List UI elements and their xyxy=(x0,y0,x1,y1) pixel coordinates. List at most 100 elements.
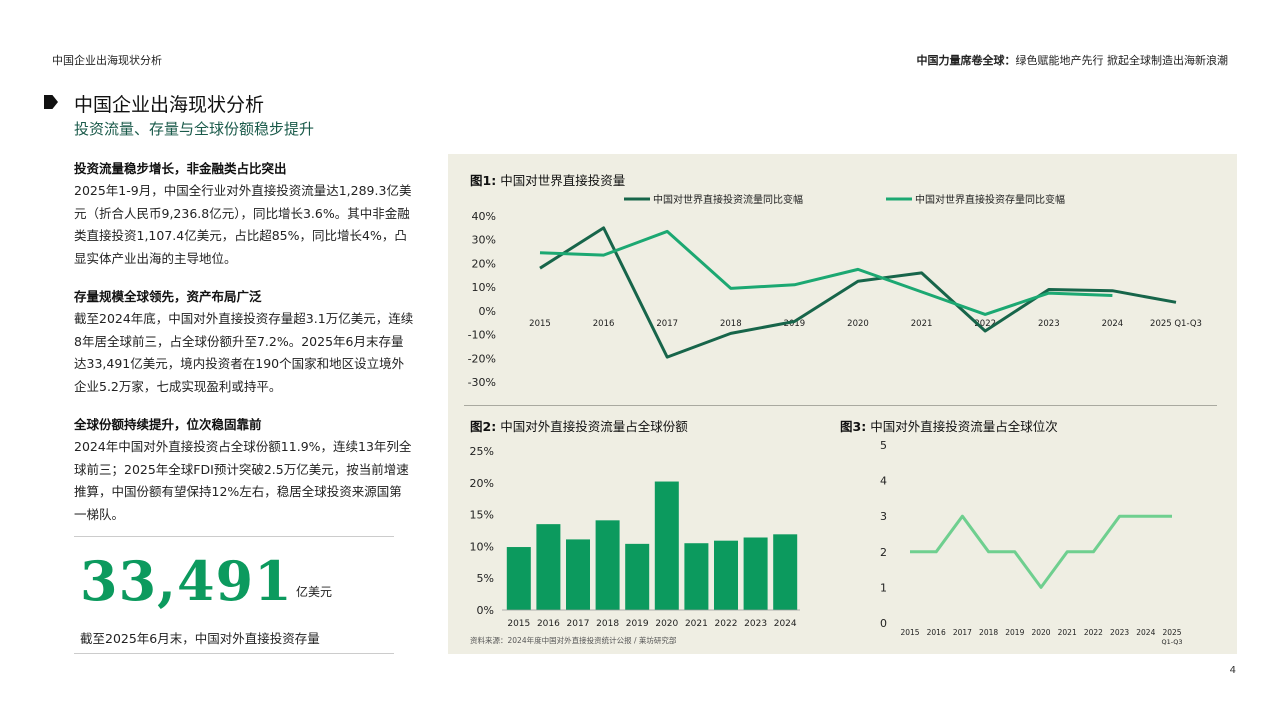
source-note: 资料来源：2024年度中国对外直接投资统计公报 / 莱坊研究部 xyxy=(470,636,677,645)
fig3-y-tick: 5 xyxy=(880,439,887,452)
fig3-y-tick: 4 xyxy=(880,475,887,488)
fig3-x-tick-sub: Q1-Q3 xyxy=(1161,638,1182,646)
fig3-x-tick: 2019 xyxy=(1005,628,1024,637)
fig1-y-tick: 20% xyxy=(472,257,496,270)
fig2-bar xyxy=(654,481,679,610)
fig2-bar xyxy=(536,524,561,610)
fig2-x-tick: 2021 xyxy=(685,619,708,629)
fig2-x-tick: 2020 xyxy=(655,619,678,629)
fig2-y-tick: 15% xyxy=(470,509,494,522)
section-heading: 全球份额持续提升，位次稳固靠前 xyxy=(74,417,262,432)
fig1-title-text: 中国对世界直接投资量 xyxy=(500,173,626,188)
highlight-stat: 33,491 亿美元 截至2025年6月末，中国对外直接投资存量 xyxy=(74,536,394,654)
fig2-title-text: 中国对外直接投资流量占全球份额 xyxy=(500,419,688,434)
fig1-legend-label: 中国对世界直接投资存量同比变幅 xyxy=(915,193,1065,206)
header-section-label: 中国企业出海现状分析 xyxy=(52,54,162,67)
section-body: 截至2024年底，中国对外直接投资存量超3.1万亿美元，连续8年居全球前三，占全… xyxy=(74,311,414,394)
fig3-x-tick: 2024 xyxy=(1136,628,1155,637)
section-body: 2024年中国对外直接投资占全球份额11.9%，连续13年列全球前三；2025年… xyxy=(74,439,412,522)
fig2-bar xyxy=(743,537,768,610)
fig2-bar xyxy=(566,539,590,610)
fig2-x-tick: 2016 xyxy=(537,619,560,629)
fig2-y-tick: 10% xyxy=(470,540,494,553)
fig1-title: 图1: 中国对世界直接投资量 xyxy=(470,170,625,189)
header-report-title-rest: 绿色赋能地产先行 掀起全球制造出海新浪潮 xyxy=(1015,54,1229,67)
fig3-x-tick: 2022 xyxy=(1084,628,1103,637)
fig2-x-tick: 2019 xyxy=(626,619,649,629)
fig1-x-tick: 2017 xyxy=(656,319,678,329)
page-number: 4 xyxy=(1229,665,1236,676)
fig1-x-tick: 2022 xyxy=(974,319,996,329)
fig1-y-tick: 0% xyxy=(479,305,496,318)
text-column: 投资流量稳步增长，非金融类占比突出 2025年1-9月，中国全行业对外直接投资流… xyxy=(74,158,414,542)
fig1-y-tick: 10% xyxy=(472,281,496,294)
fig2-bar xyxy=(684,543,709,610)
fig2-bar xyxy=(714,540,738,610)
fig3-y-tick: 0 xyxy=(880,617,887,630)
fig3-title: 图3: 中国对外直接投资流量占全球位次 xyxy=(840,416,1058,435)
fig3-x-tick: 2018 xyxy=(979,628,998,637)
fig3-x-tick: 2015 xyxy=(900,628,919,637)
fig1-series-line-2 xyxy=(539,229,1113,316)
title-marker-icon xyxy=(44,95,58,109)
fig1-series-line-1 xyxy=(539,226,1177,359)
fig2-x-tick: 2023 xyxy=(744,619,767,629)
fig3-x-tick: 2016 xyxy=(927,628,946,637)
fig1-x-tick: 2025 Q1-Q3 xyxy=(1150,319,1202,329)
fig2-x-tick: 2015 xyxy=(507,619,530,629)
section-investment-stock: 存量规模全球领先，资产布局广泛 截至2024年底，中国对外直接投资存量超3.1万… xyxy=(74,286,414,398)
page-title: 中国企业出海现状分析 xyxy=(74,94,265,116)
section-heading: 投资流量稳步增长，非金融类占比突出 xyxy=(74,161,287,176)
fig2-bar xyxy=(506,547,531,610)
fig3-y-tick: 2 xyxy=(880,546,887,559)
fig2-bar xyxy=(625,543,650,610)
fig1-y-tick: -20% xyxy=(468,352,496,365)
fig3-title-text: 中国对外直接投资流量占全球位次 xyxy=(870,419,1058,434)
fig3-x-tick: 2017 xyxy=(953,628,972,637)
fig3-x-tick: 2020 xyxy=(1031,628,1050,637)
fig2-title: 图2: 中国对外直接投资流量占全球份额 xyxy=(470,416,688,435)
fig2-y-tick: 20% xyxy=(470,477,494,490)
section-body: 2025年1-9月，中国全行业对外直接投资流量达1,289.3亿美元（折合人民币… xyxy=(74,183,412,266)
fig2-y-tick: 5% xyxy=(477,572,494,585)
fig2-x-tick: 2017 xyxy=(567,619,590,629)
fig1-label: 图1: xyxy=(470,173,497,188)
fig1-y-tick: 30% xyxy=(472,234,496,247)
header-report-title: 中国力量席卷全球：绿色赋能地产先行 掀起全球制造出海新浪潮 xyxy=(917,52,1229,68)
fig1-x-tick: 2020 xyxy=(847,319,869,329)
fig1-y-tick: -10% xyxy=(468,329,496,342)
fig1-x-tick: 2018 xyxy=(720,319,742,329)
fig1-x-tick: 2024 xyxy=(1102,319,1124,329)
fig3-label: 图3: xyxy=(840,419,867,434)
fig1-x-tick: 2019 xyxy=(784,319,806,329)
highlight-caption: 截至2025年6月末，中国对外直接投资存量 xyxy=(80,631,320,646)
fig1-y-tick: -30% xyxy=(468,376,496,389)
fig2-y-tick: 25% xyxy=(470,445,494,458)
fig1-line-chart: 40% 30% 20% 10% 0% -10% -20% -30% 2015 2016 2017 20… xyxy=(468,193,1202,389)
section-heading: 存量规模全球领先，资产布局广泛 xyxy=(74,289,262,304)
fig1-x-tick: 2023 xyxy=(1038,319,1060,329)
fig3-x-tick: 2025 xyxy=(1162,628,1181,637)
fig2-label: 图2: xyxy=(470,419,497,434)
fig3-y-tick: 1 xyxy=(880,581,887,594)
fig3-rank-chart: 5 4 3 2 1 0 2015 2016 2017 2018 2019 2020 2021 2022 20… xyxy=(880,439,1183,646)
fig2-x-tick: 2024 xyxy=(774,619,797,629)
chart-divider xyxy=(464,405,1217,406)
fig2-x-tick: 2022 xyxy=(715,619,738,629)
highlight-number: 33,491 xyxy=(80,549,293,613)
highlight-unit: 亿美元 xyxy=(296,585,333,599)
fig1-x-tick: 2021 xyxy=(911,319,933,329)
fig1-y-tick: 40% xyxy=(472,210,496,223)
fig2-x-tick: 2018 xyxy=(596,619,619,629)
fig2-bar xyxy=(773,534,798,610)
fig3-y-tick: 3 xyxy=(880,510,887,523)
fig3-x-tick: 2023 xyxy=(1110,628,1129,637)
fig3-x-tick: 2021 xyxy=(1058,628,1077,637)
header-report-title-bold: 中国力量席卷全球： xyxy=(916,54,1016,67)
fig1-legend-label: 中国对世界直接投资流量同比变幅 xyxy=(653,193,803,206)
fig2-y-tick: 0% xyxy=(477,604,494,617)
page-subtitle: 投资流量、存量与全球份额稳步提升 xyxy=(74,120,315,138)
fig1-x-tick: 2015 xyxy=(529,319,551,329)
fig1-x-tick: 2016 xyxy=(593,319,615,329)
fig2-bar xyxy=(595,520,620,610)
